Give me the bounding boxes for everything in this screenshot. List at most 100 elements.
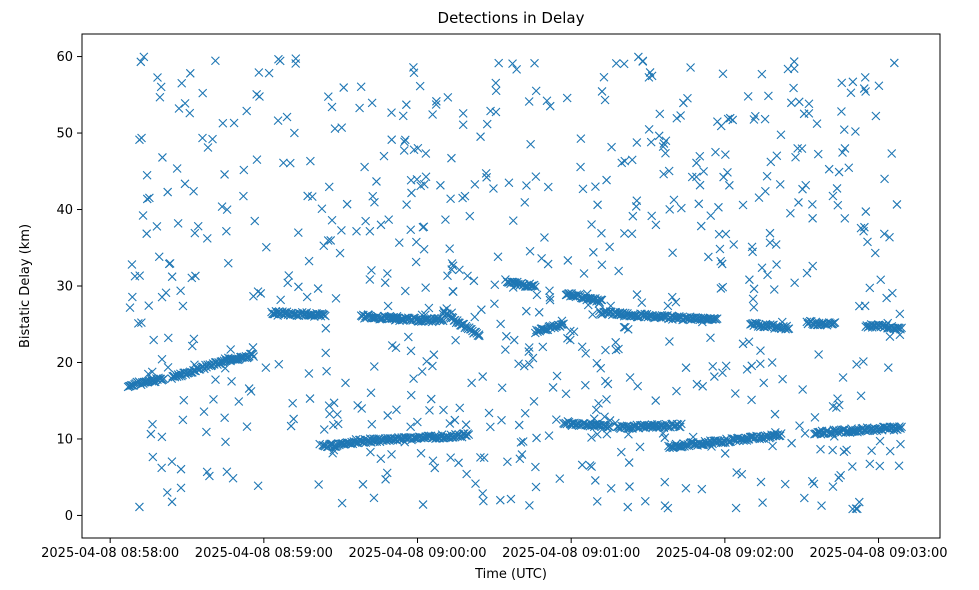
data-point <box>576 162 585 172</box>
data-point <box>313 284 323 293</box>
data-point <box>594 399 603 408</box>
data-point <box>665 205 675 214</box>
data-point <box>304 369 314 378</box>
data-point <box>875 461 885 471</box>
data-point <box>430 463 440 473</box>
data-point <box>317 204 327 214</box>
data-point <box>540 233 549 242</box>
data-point <box>508 59 517 69</box>
data-point <box>463 271 472 281</box>
data-point <box>337 498 347 508</box>
data-point <box>863 237 872 247</box>
data-point <box>424 303 434 313</box>
data-point <box>470 312 480 322</box>
data-point <box>790 278 800 288</box>
data-point <box>889 58 899 68</box>
data-point <box>527 281 537 291</box>
data-point <box>443 271 452 281</box>
data-point <box>252 155 262 165</box>
data-point <box>663 503 673 513</box>
data-point <box>253 287 263 296</box>
data-point <box>632 196 642 206</box>
data-point <box>633 52 643 62</box>
data-point <box>836 470 846 480</box>
data-point <box>467 378 477 388</box>
data-point <box>323 236 333 245</box>
data-point <box>493 252 503 262</box>
data-point <box>190 228 200 238</box>
data-point <box>802 268 812 278</box>
data-point <box>400 286 410 296</box>
data-point <box>848 77 858 87</box>
data-point <box>794 198 803 207</box>
data-point <box>531 462 540 472</box>
data-point <box>500 345 510 355</box>
data-point <box>436 180 445 190</box>
data-point <box>537 253 546 263</box>
data-point <box>416 448 426 458</box>
data-point <box>460 191 470 201</box>
data-point <box>610 418 620 428</box>
data-point <box>704 438 714 447</box>
data-point <box>462 431 471 440</box>
data-point <box>383 411 393 420</box>
data-point <box>847 462 857 471</box>
data-point <box>875 436 885 446</box>
data-point <box>596 363 606 373</box>
data-point <box>454 265 464 275</box>
data-point <box>250 216 260 226</box>
data-point <box>148 419 157 429</box>
data-point <box>756 346 765 355</box>
data-point <box>173 219 183 228</box>
data-point <box>647 71 657 81</box>
data-point <box>625 373 635 382</box>
data-point <box>227 376 236 386</box>
data-point <box>400 437 410 447</box>
data-point <box>211 375 220 385</box>
data-point <box>470 180 480 189</box>
data-point <box>607 142 616 152</box>
data-point <box>486 106 495 116</box>
data-point <box>417 367 427 376</box>
data-point <box>366 447 375 457</box>
data-point <box>861 87 871 96</box>
data-point <box>509 335 519 345</box>
data-point <box>757 69 767 79</box>
data-point <box>692 172 701 182</box>
data-point <box>327 102 337 112</box>
data-point <box>370 197 379 207</box>
data-point <box>597 228 606 238</box>
data-point <box>451 335 461 345</box>
data-point <box>667 315 677 324</box>
data-point <box>724 180 734 190</box>
data-point <box>528 353 538 363</box>
data-point <box>476 132 485 142</box>
data-point <box>218 118 228 128</box>
data-point <box>769 285 779 294</box>
data-point <box>403 332 413 342</box>
data-point <box>429 350 439 360</box>
data-point <box>543 182 553 192</box>
data-point <box>851 504 861 514</box>
data-point <box>329 398 339 408</box>
data-point <box>867 446 877 455</box>
data-point <box>337 226 346 235</box>
data-point <box>809 479 819 489</box>
data-point <box>697 484 707 494</box>
data-point <box>172 164 182 173</box>
data-point <box>887 288 897 298</box>
data-point <box>794 97 804 107</box>
data-point <box>885 232 894 242</box>
data-point <box>208 134 217 144</box>
data-point <box>146 429 156 439</box>
data-point <box>400 137 409 147</box>
data-point <box>576 134 586 143</box>
data-point <box>524 347 534 356</box>
data-point <box>563 256 573 265</box>
data-point <box>854 497 864 507</box>
data-point <box>148 452 158 462</box>
data-point <box>319 425 329 434</box>
data-point <box>249 352 258 361</box>
data-point <box>870 248 880 258</box>
data-point <box>246 386 256 396</box>
